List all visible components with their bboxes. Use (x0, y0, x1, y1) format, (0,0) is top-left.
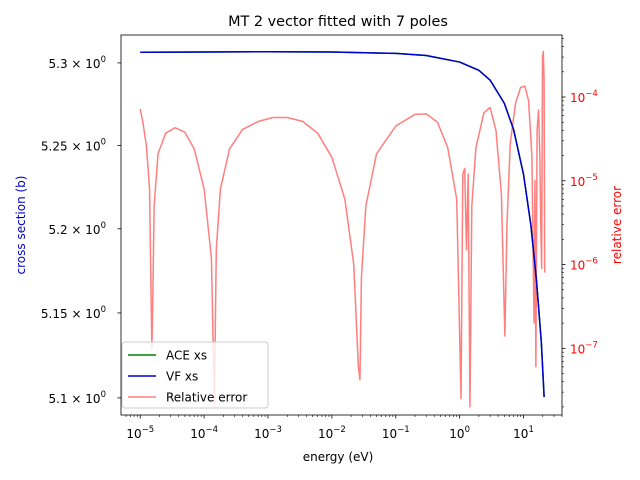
y-left-tick-label: 5.15 × 100 (41, 305, 106, 321)
legend-box (121, 341, 269, 409)
y-left-tick-label: 5.25 × 100 (41, 137, 106, 153)
x-tick-label: 100 (449, 425, 470, 441)
x-tick-label: 10−5 (126, 425, 154, 441)
x-tick-label: 101 (513, 425, 534, 441)
y-right-tick-label: 10−5 (570, 173, 598, 189)
series-layer (139, 50, 546, 408)
legend-label: VF xs (166, 370, 198, 384)
x-tick-label: 10−3 (254, 425, 282, 441)
y-left-tick-label: 5.2 × 100 (49, 221, 106, 237)
y-right-tick-label: 10−7 (570, 340, 598, 356)
y-left-tick-label: 5.3 × 100 (49, 55, 106, 71)
y-axis-left: 5.3 × 100 5.25 × 100 5.2 × 100 5.15 × 100 5.… (41, 55, 121, 406)
plot-area-frame (120, 34, 563, 416)
legend-label: ACE xs (166, 349, 207, 363)
x-tick-label: 10−4 (190, 425, 218, 441)
y-axis-right-title: relative error (610, 186, 624, 264)
y-axis-left-title: cross section (b) (14, 176, 28, 275)
series-line-vf-xs (140, 50, 545, 398)
x-tick-label: 10−2 (318, 425, 346, 441)
legend-label: Relative error (166, 391, 247, 405)
x-axis-title: energy (eV) (303, 450, 374, 464)
x-axis: 10−5 10−4 10−3 10−2 10−1 100 101 (125, 415, 563, 441)
y-left-tick-label: 5.1 × 100 (49, 390, 106, 406)
y-axis-right: 10−4 10−5 10−6 10−7 (562, 38, 598, 408)
legend: ACE xs VF xs Relative error (121, 341, 269, 409)
x-tick-label: 10−1 (382, 425, 410, 441)
chart-title: MT 2 vector fitted with 7 poles (228, 14, 448, 30)
y-right-tick-label: 10−4 (570, 89, 598, 105)
y-right-tick-label: 10−6 (570, 257, 598, 273)
